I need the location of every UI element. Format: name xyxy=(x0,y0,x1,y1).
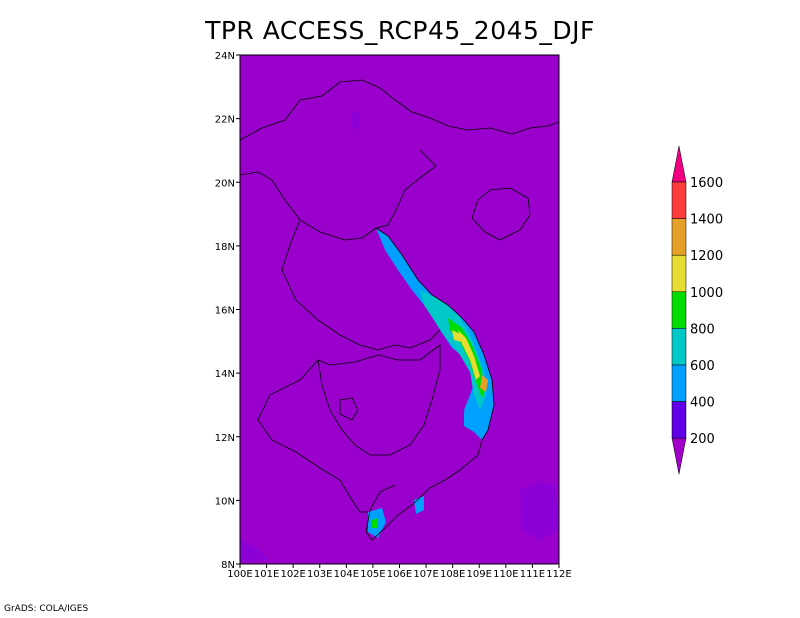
y-tick-label: 20N xyxy=(215,178,235,189)
x-tick-label: 104E xyxy=(334,569,359,580)
x-tick-label: 108E xyxy=(440,569,465,580)
x-tick-label: 101E xyxy=(254,569,279,580)
y-tick-label: 18N xyxy=(215,242,235,253)
colorbar-top-triangle xyxy=(671,145,687,183)
colorbar-segment xyxy=(671,254,687,293)
y-tick-label: 10N xyxy=(215,496,235,507)
x-tick-label: 110E xyxy=(493,569,518,580)
colorbar-label: 1000 xyxy=(690,286,723,301)
colorbar-label: 400 xyxy=(690,396,715,411)
x-tick-label: 112E xyxy=(546,569,571,580)
colorbar-segment xyxy=(671,218,687,256)
x-tick-label: 100E xyxy=(227,569,252,580)
x-tick-label: 102E xyxy=(280,569,305,580)
colorbar-label: 200 xyxy=(690,432,715,447)
x-tick-label: 105E xyxy=(360,569,385,580)
colorbar-segment xyxy=(671,364,687,402)
y-tick-label: 12N xyxy=(215,433,235,444)
colorbar-segment xyxy=(671,181,687,219)
colorbar-segment xyxy=(671,328,687,366)
colorbar-label: 1400 xyxy=(690,213,723,228)
colorbar-label: 1600 xyxy=(690,176,723,191)
colorbar: 1600 1400 1200 1000 800 600 400 200 xyxy=(671,145,723,475)
y-tick-label: 8N xyxy=(221,560,235,571)
coastlines xyxy=(239,79,560,541)
x-tick-label: 111E xyxy=(520,569,545,580)
colorbar-segment xyxy=(671,291,687,329)
y-axis-ticks: 24N 22N 20N 18N 16N 14N 12N 10N 8N xyxy=(215,51,240,571)
y-tick-label: 16N xyxy=(215,306,235,317)
colorbar-label: 800 xyxy=(690,322,715,337)
map-title: TPR ACCESS_RCP45_2045_DJF xyxy=(205,16,595,45)
precip-contours xyxy=(240,110,558,562)
colorbar-segment xyxy=(671,401,687,439)
colorbar-label: 600 xyxy=(690,359,715,374)
y-tick-label: 14N xyxy=(215,369,235,380)
colorbar-label: 1200 xyxy=(690,249,723,264)
y-tick-label: 24N xyxy=(215,51,235,62)
x-tick-label: 109E xyxy=(467,569,492,580)
map-field xyxy=(240,55,559,564)
x-tick-label: 107E xyxy=(413,569,438,580)
x-tick-label: 106E xyxy=(387,569,412,580)
x-axis-ticks: 100E 101E 102E 103E 104E 105E 106E 107E 108E 109E… xyxy=(227,564,572,580)
x-tick-label: 103E xyxy=(307,569,332,580)
grads-credit: GrADS: COLA/IGES xyxy=(4,604,89,614)
y-tick-label: 22N xyxy=(215,115,235,126)
colorbar-bottom-triangle xyxy=(671,437,687,475)
